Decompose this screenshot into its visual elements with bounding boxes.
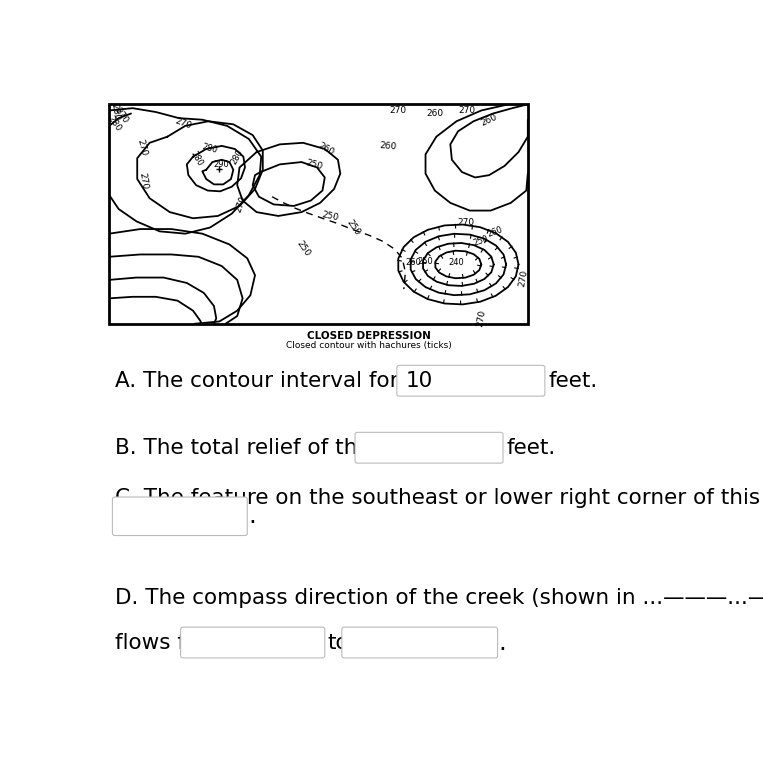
FancyBboxPatch shape [397, 366, 545, 396]
Text: 270: 270 [173, 117, 192, 131]
Text: .: . [498, 631, 506, 655]
Text: 260: 260 [427, 109, 443, 118]
Text: .: . [249, 504, 256, 528]
Text: 270: 270 [517, 269, 529, 288]
Text: 260: 260 [379, 141, 398, 152]
Text: 260: 260 [479, 112, 499, 128]
Text: 270: 270 [389, 106, 406, 115]
FancyBboxPatch shape [112, 497, 247, 536]
Text: feet.: feet. [507, 438, 556, 458]
Text: 250: 250 [472, 234, 491, 248]
Text: C. The feature on the southeast or lower right corner of this map is a: C. The feature on the southeast or lower… [114, 488, 763, 508]
Text: D. The compass direction of the creek (shown in ...———...———... lines): D. The compass direction of the creek (s… [114, 588, 763, 608]
Text: flows from: flows from [114, 632, 227, 652]
Text: 260: 260 [317, 141, 336, 157]
Text: 270: 270 [457, 219, 475, 227]
Text: 270: 270 [459, 106, 476, 115]
Text: 260: 260 [486, 225, 504, 239]
Text: 270: 270 [137, 172, 150, 190]
Text: 280: 280 [201, 142, 219, 155]
Text: 270: 270 [113, 105, 130, 124]
Text: 270: 270 [234, 195, 248, 214]
Text: A. The contour interval for this map is: A. The contour interval for this map is [114, 371, 523, 390]
Text: Closed contour with hachures (ticks): Closed contour with hachures (ticks) [286, 341, 452, 349]
Text: 250: 250 [321, 209, 340, 222]
Text: 280: 280 [105, 114, 123, 133]
Text: 240: 240 [449, 258, 465, 267]
Text: 250: 250 [345, 218, 362, 237]
Text: 280: 280 [189, 149, 204, 167]
Text: CLOSED DEPRESSION: CLOSED DEPRESSION [307, 332, 431, 342]
Text: feet.: feet. [549, 371, 598, 390]
FancyBboxPatch shape [355, 432, 503, 463]
Text: 250: 250 [295, 240, 311, 259]
Text: 280: 280 [110, 103, 121, 121]
Text: 250: 250 [417, 257, 433, 266]
FancyBboxPatch shape [181, 627, 325, 658]
Text: 10: 10 [405, 371, 433, 390]
Text: 270: 270 [475, 309, 488, 328]
Bar [109, 104, 528, 324]
Text: 290: 290 [214, 160, 230, 169]
Text: B. The total relief of this map is: B. The total relief of this map is [114, 438, 453, 458]
Text: to: to [327, 632, 349, 652]
Text: 260: 260 [405, 258, 421, 267]
Text: 270: 270 [135, 138, 149, 157]
Text: 280: 280 [230, 148, 245, 165]
FancyBboxPatch shape [342, 627, 497, 658]
Text: 250: 250 [305, 158, 324, 171]
